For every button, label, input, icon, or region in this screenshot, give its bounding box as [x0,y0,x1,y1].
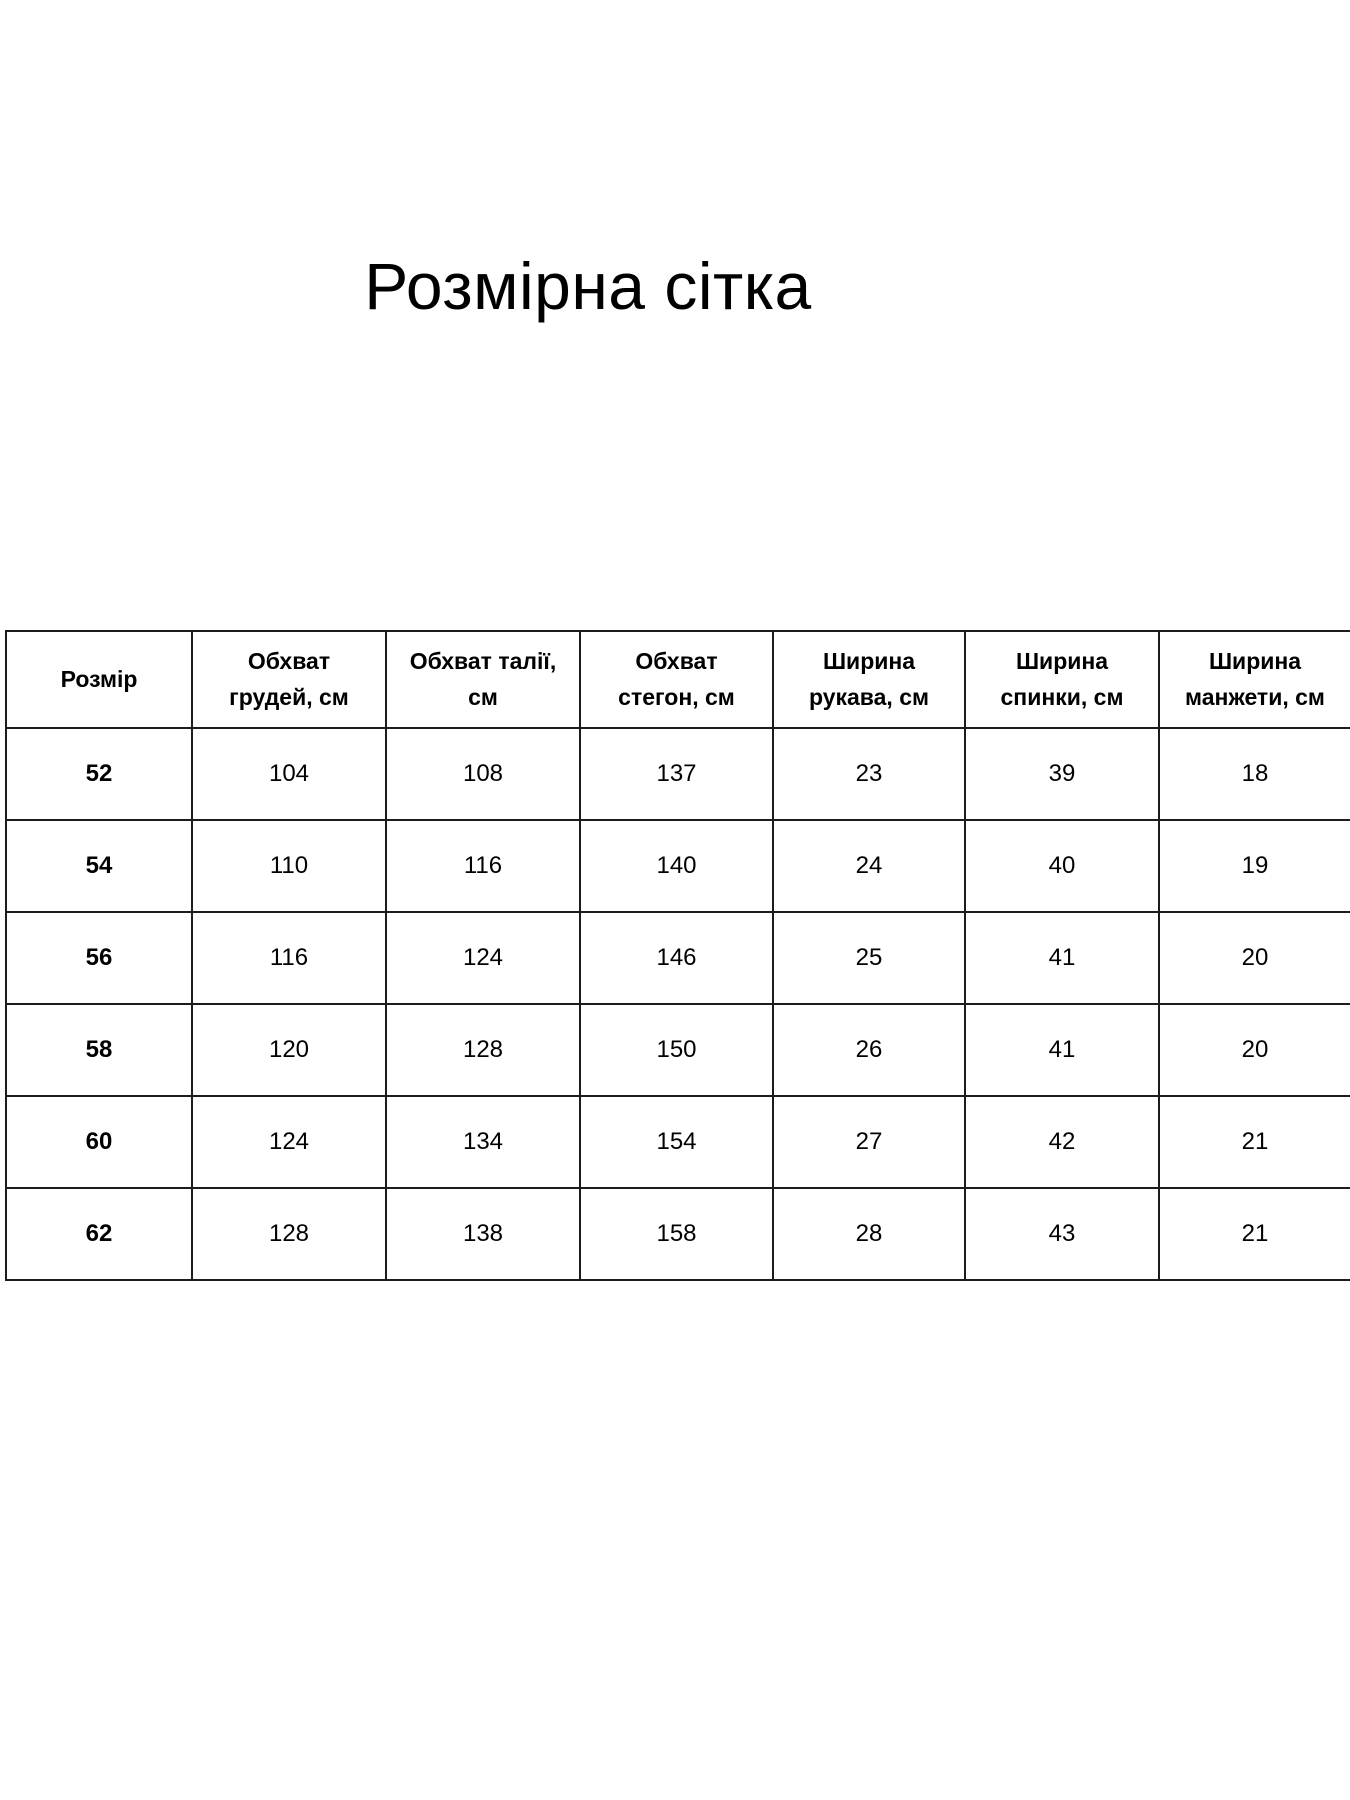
value-cell: 18 [1158,727,1350,821]
size-cell: 54 [5,819,193,913]
value-cell: 21 [1158,1095,1350,1189]
value-cell: 146 [579,911,774,1005]
value-cell: 124 [191,1095,387,1189]
value-cell: 128 [385,1003,581,1097]
value-cell: 150 [579,1003,774,1097]
value-cell: 27 [772,1095,966,1189]
header-cell-waist: Обхват талії, см [385,630,581,729]
value-cell: 41 [964,911,1160,1005]
size-cell: 62 [5,1187,193,1281]
header-cell-chest: Обхват грудей, см [191,630,387,729]
page-title: Розмірна сітка [364,249,812,323]
size-cell: 56 [5,911,193,1005]
value-cell: 41 [964,1003,1160,1097]
value-cell: 140 [579,819,774,913]
value-cell: 20 [1158,911,1350,1005]
value-cell: 21 [1158,1187,1350,1281]
table-row: 52 104 108 137 23 39 18 [5,727,1350,821]
header-cell-hips: Обхват стегон, см [579,630,774,729]
value-cell: 26 [772,1003,966,1097]
value-cell: 138 [385,1187,581,1281]
value-cell: 42 [964,1095,1160,1189]
value-cell: 124 [385,911,581,1005]
header-row: Розмір Обхват грудей, см Обхват талії, с… [5,630,1350,729]
header-cell-cuff: Ширина манжети, см [1158,630,1350,729]
value-cell: 116 [385,819,581,913]
value-cell: 134 [385,1095,581,1189]
header-cell-sleeve: Ширина рукава, см [772,630,966,729]
value-cell: 104 [191,727,387,821]
value-cell: 128 [191,1187,387,1281]
header-cell-back: Ширина спинки, см [964,630,1160,729]
value-cell: 158 [579,1187,774,1281]
value-cell: 154 [579,1095,774,1189]
table-row: 58 120 128 150 26 41 20 [5,1003,1350,1097]
size-cell: 52 [5,727,193,821]
value-cell: 24 [772,819,966,913]
header-cell-size: Розмір [5,630,193,729]
value-cell: 28 [772,1187,966,1281]
size-chart-table: Розмір Обхват грудей, см Обхват талії, с… [5,630,1350,1281]
value-cell: 116 [191,911,387,1005]
table-row: 60 124 134 154 27 42 21 [5,1095,1350,1189]
size-cell: 60 [5,1095,193,1189]
value-cell: 43 [964,1187,1160,1281]
value-cell: 19 [1158,819,1350,913]
value-cell: 25 [772,911,966,1005]
size-cell: 58 [5,1003,193,1097]
table-row: 56 116 124 146 25 41 20 [5,911,1350,1005]
value-cell: 20 [1158,1003,1350,1097]
value-cell: 137 [579,727,774,821]
table-row: 54 110 116 140 24 40 19 [5,819,1350,913]
value-cell: 23 [772,727,966,821]
value-cell: 40 [964,819,1160,913]
table-row: 62 128 138 158 28 43 21 [5,1187,1350,1281]
value-cell: 108 [385,727,581,821]
value-cell: 110 [191,819,387,913]
value-cell: 120 [191,1003,387,1097]
value-cell: 39 [964,727,1160,821]
